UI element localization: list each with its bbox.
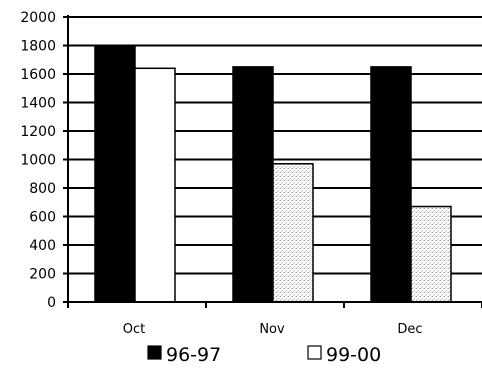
y-tick-label: 200: [29, 267, 56, 283]
bar-96-97-Nov: [232, 66, 274, 303]
legend-label-99-00: 99-00: [326, 344, 381, 366]
legend-label-96-97: 96-97: [166, 344, 221, 366]
x-tick-labels: Oct Nov Dec: [123, 322, 423, 337]
bar-99-00-Oct: [134, 67, 176, 303]
bar-96-97-Dec: [370, 66, 412, 303]
y-tick-label: 2000: [20, 10, 56, 26]
y-tick-label: 1200: [20, 124, 56, 140]
bar-96-97-Oct: [94, 44, 136, 303]
bar-99-00-Nov: [272, 163, 314, 303]
bar-99-00-Dec: [410, 205, 452, 303]
x-tick-label: Oct: [123, 322, 145, 337]
legend-swatch-96-97: [147, 345, 162, 360]
y-tick-labels: 0 200 400 600 800 1000 1200 1400 1600 1800 2000: [20, 10, 56, 311]
y-tick-label: 400: [29, 238, 56, 254]
axes: [63, 15, 482, 308]
x-tick-label: Nov: [259, 322, 285, 337]
x-tick-label: Dec: [397, 322, 422, 337]
y-tick-label: 1000: [20, 153, 56, 169]
y-tick-label: 1400: [20, 96, 56, 112]
legend-swatch-99-00: [307, 345, 322, 360]
bars: [94, 44, 452, 303]
y-tick-label: 800: [29, 181, 56, 197]
y-tick-label: 1800: [20, 39, 56, 55]
y-tick-label: 0: [47, 295, 56, 311]
legend: 96-97 99-00: [147, 344, 381, 366]
y-tick-label: 600: [29, 210, 56, 226]
y-tick-label: 1600: [20, 67, 56, 83]
